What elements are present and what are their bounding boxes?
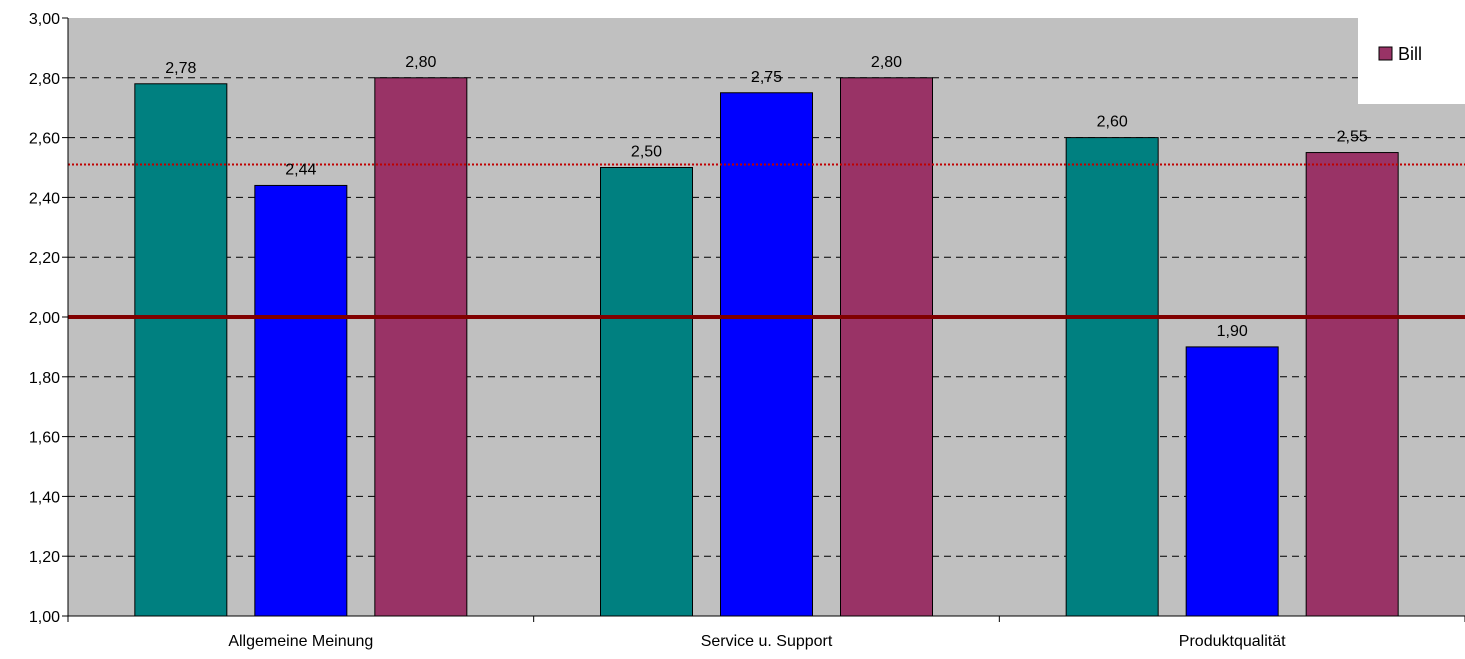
data-label: 1,90 — [1217, 323, 1248, 340]
bar — [374, 77, 468, 617]
category-label: Produktqualität — [1179, 633, 1286, 650]
data-labels: 2,78 2,44 2,80 2,50 2,75 2,80 2,60 1,90 2,55 — [165, 54, 1368, 340]
y-tick-label: 2,00 — [29, 310, 60, 327]
data-label: 2,80 — [405, 54, 436, 71]
axes: 1,00 1,20 1,40 1,60 1,80 2,00 2,20 2,40 2,60 2,80… — [29, 11, 1465, 650]
reference-lines — [68, 163, 1465, 319]
y-tick-label: 2,60 — [29, 131, 60, 148]
bar — [720, 92, 813, 617]
category-label: Allgemeine Meinung — [228, 633, 373, 650]
bars — [134, 77, 1399, 617]
y-tick-label: 2,80 — [29, 71, 60, 88]
legend-label: Bill — [1398, 44, 1422, 64]
data-label: 2,60 — [1097, 114, 1128, 131]
bar — [1185, 346, 1279, 617]
bar — [840, 77, 933, 617]
legend: Bill — [1358, 18, 1465, 104]
y-tick-label: 2,20 — [29, 250, 60, 267]
data-label: 2,44 — [285, 161, 316, 178]
bar — [254, 184, 348, 617]
y-tick-label: 1,60 — [29, 430, 60, 447]
bar — [1305, 152, 1399, 617]
y-tick-label: 1,40 — [29, 489, 60, 506]
y-tick-label: 1,00 — [29, 609, 60, 626]
y-tick-label: 2,40 — [29, 190, 60, 207]
bar — [1065, 137, 1159, 617]
data-label: 2,55 — [1337, 129, 1368, 146]
data-label: 2,78 — [165, 60, 196, 77]
legend-swatch — [1378, 46, 1393, 61]
bar — [134, 83, 228, 617]
data-label: 2,80 — [871, 54, 902, 71]
y-tick-label: 3,00 — [29, 11, 60, 28]
data-label: 2,75 — [751, 69, 782, 86]
y-tick-label: 1,20 — [29, 549, 60, 566]
bar — [600, 167, 693, 617]
y-tick-label: 1,80 — [29, 370, 60, 387]
data-label: 2,50 — [631, 144, 662, 161]
legend-box — [1358, 18, 1465, 104]
category-label: Service u. Support — [701, 633, 833, 650]
